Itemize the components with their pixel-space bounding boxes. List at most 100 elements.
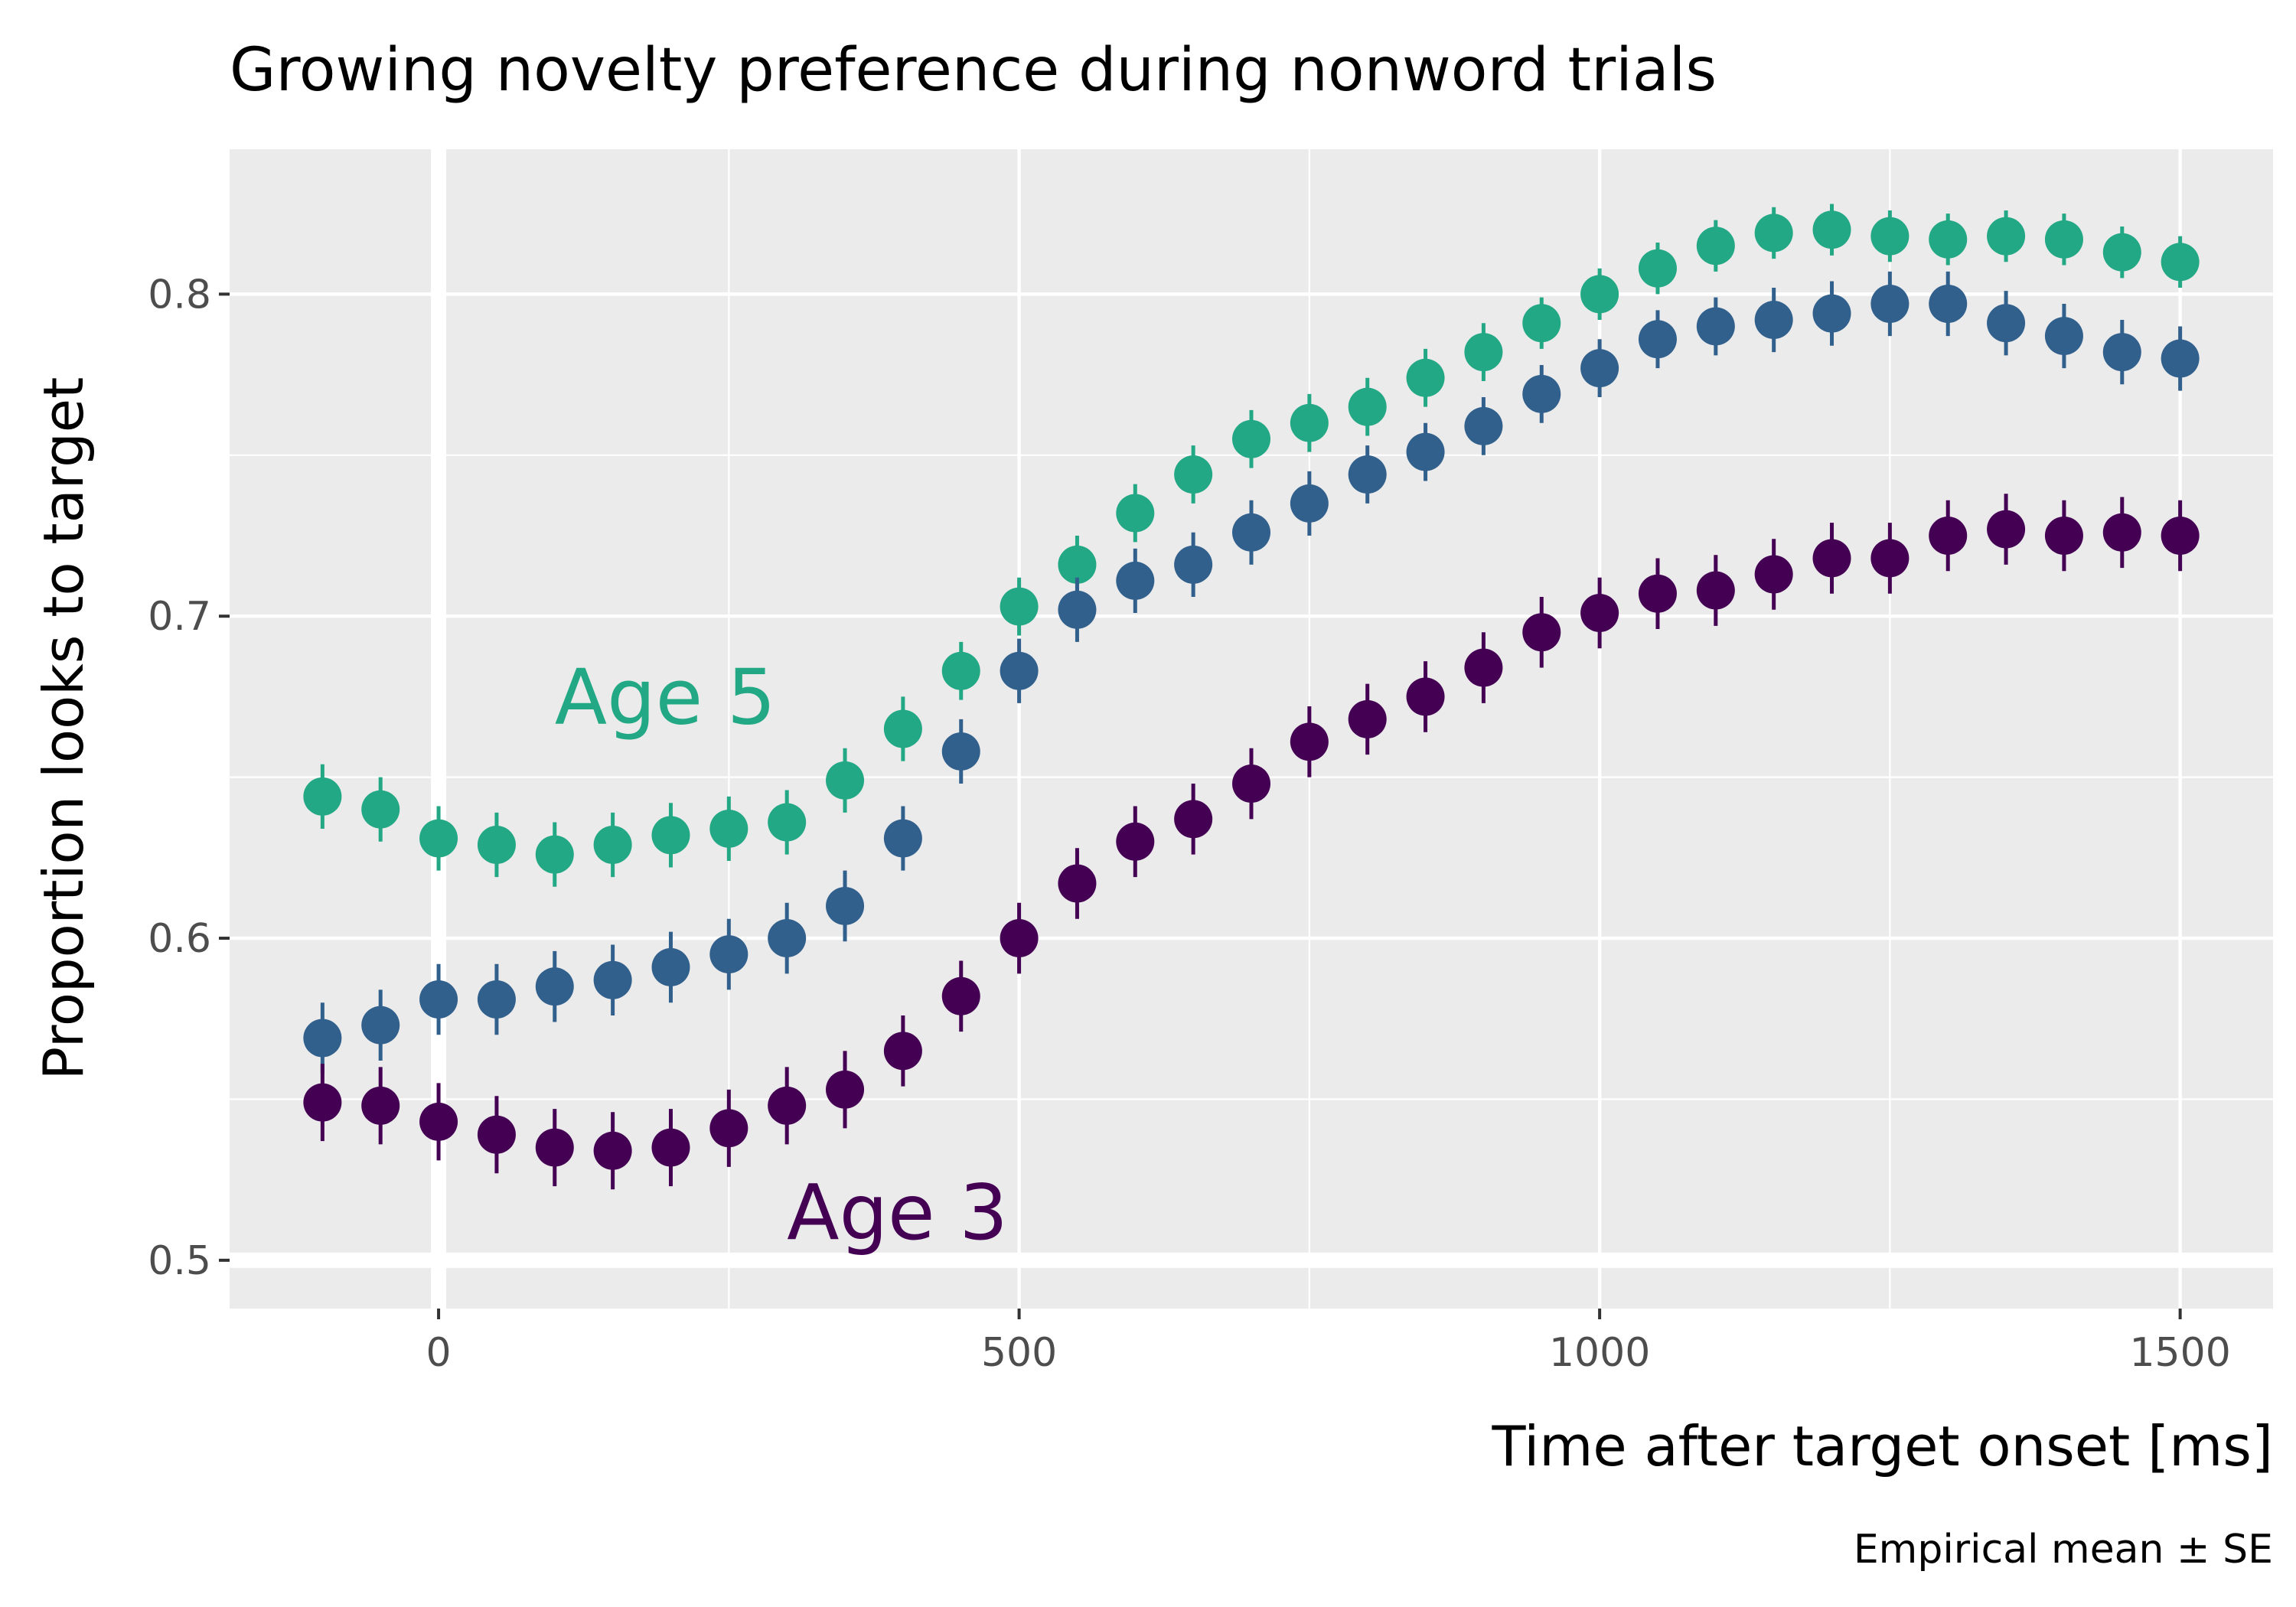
data-point (826, 886, 865, 925)
data-point (1870, 217, 1910, 256)
data-point (419, 1102, 458, 1141)
data-point (1348, 699, 1387, 738)
series-age-3 (303, 494, 2200, 1190)
data-point (303, 1019, 342, 1058)
data-point (651, 1128, 690, 1167)
data-point (1580, 594, 1619, 632)
data-point (1232, 419, 1270, 458)
data-point (941, 651, 980, 690)
data-point (1000, 587, 1039, 626)
data-point (1232, 513, 1270, 552)
data-point (303, 1083, 342, 1122)
data-point (1058, 864, 1097, 903)
data-point (361, 1086, 400, 1125)
data-point (593, 826, 632, 864)
data-point (1522, 304, 1561, 343)
data-point (419, 819, 458, 858)
data-point (941, 976, 980, 1015)
data-point (2161, 517, 2200, 555)
data-point (361, 1006, 400, 1045)
data-point (1464, 406, 1503, 445)
data-point (1116, 494, 1155, 533)
data-point (1174, 545, 1213, 584)
data-point (1116, 561, 1155, 600)
data-point (1812, 539, 1851, 578)
data-point (1987, 217, 2026, 256)
x-tick-label: 0 (426, 1330, 452, 1376)
y-tick-label: 0.6 (148, 916, 211, 962)
series-label-age-3: Age 3 (787, 1168, 1008, 1257)
data-point (535, 967, 574, 1006)
data-point (2102, 233, 2141, 272)
data-point (1987, 304, 2026, 343)
data-point (1754, 301, 1793, 340)
data-point (593, 960, 632, 999)
data-point (477, 980, 516, 1019)
data-point (709, 1109, 748, 1148)
data-point (1696, 227, 1735, 266)
data-point (883, 819, 922, 858)
x-axis-title: Time after target onset [ms] (1491, 1414, 2273, 1478)
data-point (1058, 590, 1097, 629)
data-point (709, 809, 748, 848)
data-point (1638, 320, 1677, 359)
data-point (2044, 317, 2083, 356)
data-point (1406, 677, 1445, 716)
data-point (1522, 374, 1561, 413)
data-point (1870, 285, 1910, 323)
data-point (1812, 294, 1851, 333)
data-point (1406, 358, 1445, 397)
data-point (303, 777, 342, 816)
plot-panel (230, 149, 2273, 1309)
data-point (1174, 455, 1213, 494)
data-marks (303, 204, 2200, 1190)
data-point (1696, 307, 1735, 346)
data-point (826, 761, 865, 800)
data-point (1290, 722, 1329, 761)
data-point (1522, 613, 1561, 652)
data-point (2044, 517, 2083, 555)
data-point (2161, 339, 2200, 378)
data-point (1696, 571, 1735, 610)
x-tick-label: 1000 (1549, 1330, 1650, 1376)
data-point (1290, 484, 1329, 523)
data-point (651, 816, 690, 855)
data-point (2044, 220, 2083, 259)
data-point (1464, 333, 1503, 372)
data-point (1754, 214, 1793, 253)
data-point (1000, 651, 1039, 690)
data-point (1580, 275, 1619, 314)
y-tick-label: 0.5 (148, 1238, 211, 1284)
data-point (1000, 919, 1039, 958)
data-point (1290, 403, 1329, 442)
axis-ticks: 0 500 1000 1500 0.5 0.6 0.7 0.8 (148, 272, 2231, 1376)
data-point (2102, 513, 2141, 552)
data-point (1987, 510, 2026, 549)
chart-title: Growing novelty preference during nonwor… (230, 36, 1717, 105)
data-point (941, 732, 980, 771)
data-point (2102, 333, 2141, 372)
series-middle (303, 271, 2200, 1074)
chart-caption: Empirical mean ± SE (1854, 1527, 2273, 1573)
data-point (535, 1128, 574, 1167)
data-point (651, 947, 690, 986)
data-point (768, 919, 807, 958)
data-point (1464, 648, 1503, 687)
data-point (1580, 349, 1619, 388)
series-label-age-5: Age 5 (555, 652, 776, 742)
data-point (1929, 517, 1968, 555)
data-point (2161, 243, 2200, 282)
data-point (883, 709, 922, 748)
data-point (1348, 387, 1387, 426)
data-point (477, 1115, 516, 1154)
data-point (1406, 432, 1445, 471)
data-point (768, 803, 807, 842)
data-point (1232, 764, 1270, 804)
data-point (419, 980, 458, 1019)
y-tick-label: 0.8 (148, 272, 211, 318)
data-point (1348, 455, 1387, 494)
data-point (1929, 220, 1968, 259)
y-tick-label: 0.7 (148, 594, 211, 640)
data-point (883, 1032, 922, 1071)
